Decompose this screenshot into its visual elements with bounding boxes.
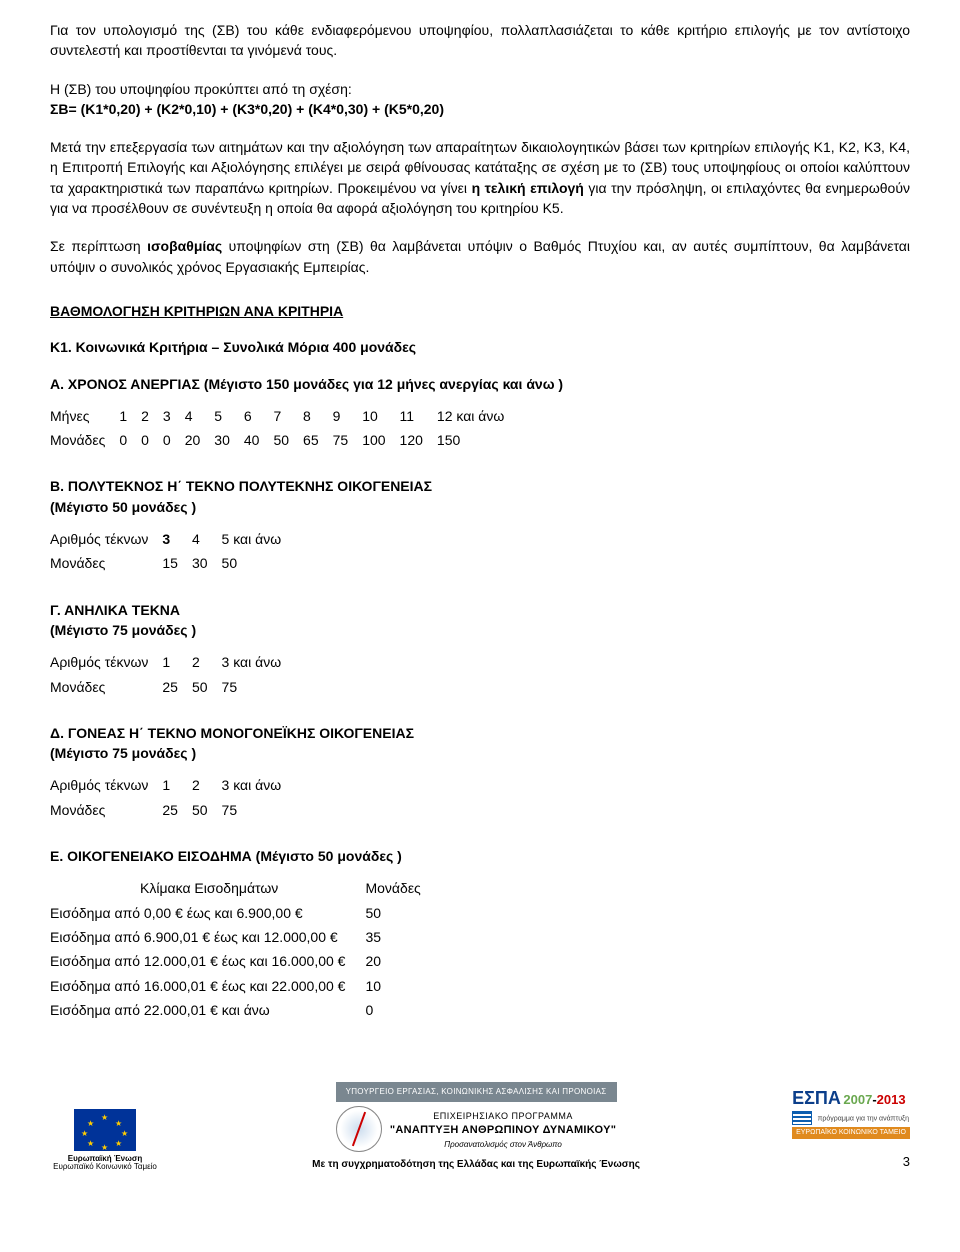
row-label: Μήνες bbox=[50, 404, 119, 428]
table-row: Αριθμός τέκνων 3 4 5 και άνω bbox=[50, 527, 295, 551]
section-e-heading: Ε. ΟΙΚΟΓΕΝΕΙΑΚΟ ΕΙΣΟΔΗΜΑ (Μέγιστο 50 μον… bbox=[50, 846, 910, 866]
table-row: Εισόδημα από 16.000,01 € έως και 22.000,… bbox=[50, 974, 435, 998]
table-row: Εισόδημα από 12.000,01 € έως και 16.000,… bbox=[50, 949, 435, 973]
espa-logo: ΕΣΠΑ 2007-2013 πρόγραμμα για την ανάπτυξ… bbox=[792, 1085, 910, 1139]
table-c: Αριθμός τέκνων 1 2 3 και άνω Μονάδες 25 … bbox=[50, 650, 295, 699]
cofunding-line: Με τη συγχρηματοδότηση της Ελλάδας και τ… bbox=[160, 1158, 792, 1173]
compass-icon bbox=[336, 1106, 382, 1152]
table-row: Μονάδες 0 0 0 20 30 40 50 65 75 100 120 … bbox=[50, 428, 518, 452]
table-e: Κλίμακα Εισοδημάτων Μονάδες Εισόδημα από… bbox=[50, 876, 435, 1022]
table-row: Μονάδες 25 50 75 bbox=[50, 798, 295, 822]
program-line-1: ΕΠΙΧΕΙΡΗΣΙΑΚΟ ΠΡΟΓΡΑΜΜΑ bbox=[390, 1110, 616, 1123]
program-line-3: Προσανατολισμός στον Άνθρωπο bbox=[390, 1139, 616, 1151]
table-b: Αριθμός τέκνων 3 4 5 και άνω Μονάδες 15 … bbox=[50, 527, 295, 576]
formula-intro: Η (ΣΒ) του υποψηφίου προκύπτει από τη σχ… bbox=[50, 81, 352, 97]
eu-caption-2: Ευρωπαϊκό Κοινωνικό Ταμείο bbox=[50, 1163, 160, 1172]
table-row: Μήνες 1 2 3 4 5 6 7 8 9 10 11 12 και άνω bbox=[50, 404, 518, 428]
p4-b: ισοβαθμίας bbox=[147, 238, 222, 254]
page-footer: ★ ★ ★ ★ ★ ★ ★ ★ Ευρωπαϊκή Ένωση Ευρωπαϊκ… bbox=[50, 1082, 910, 1192]
table-row: Μονάδες 25 50 75 bbox=[50, 675, 295, 699]
table-row: Εισόδημα από 0,00 € έως και 6.900,00 €50 bbox=[50, 901, 435, 925]
table-row: Εισόδημα από 6.900,01 € έως και 12.000,0… bbox=[50, 925, 435, 949]
eu-flag-icon: ★ ★ ★ ★ ★ ★ ★ ★ bbox=[74, 1109, 136, 1151]
page-number: 3 bbox=[792, 1153, 910, 1172]
table-a: Μήνες 1 2 3 4 5 6 7 8 9 10 11 12 και άνω… bbox=[50, 404, 518, 453]
intro-paragraph-1: Για τον υπολογισμό της (ΣΒ) του κάθε ενδ… bbox=[50, 20, 910, 61]
intro-paragraph-2: Η (ΣΒ) του υποψηφίου προκύπτει από τη σχ… bbox=[50, 79, 910, 120]
program-banner: ΥΠΟΥΡΓΕΙΟ ΕΡΓΑΣΙΑΣ, ΚΟΙΝΩΝΙΚΗΣ ΑΣΦΑΛΙΣΗΣ… bbox=[336, 1082, 617, 1152]
table-d: Αριθμός τέκνων 1 2 3 και άνω Μονάδες 25 … bbox=[50, 773, 295, 822]
ministry-bar: ΥΠΟΥΡΓΕΙΟ ΕΡΓΑΣΙΑΣ, ΚΟΙΝΩΝΙΚΗΣ ΑΣΦΑΛΙΣΗΣ… bbox=[336, 1082, 617, 1102]
p3-b: η τελική επιλογή bbox=[472, 180, 584, 196]
k1-heading: Κ1. Κοινωνικά Κριτήρια – Συνολικά Μόρια … bbox=[50, 337, 910, 357]
table-row: Αριθμός τέκνων 1 2 3 και άνω bbox=[50, 650, 295, 674]
formula: ΣΒ= (Κ1*0,20) + (Κ2*0,10) + (Κ3*0,20) + … bbox=[50, 101, 444, 117]
section-d-heading: Δ. ΓΟΝΕΑΣ Η΄ ΤΕΚΝΟ ΜΟΝΟΓΟΝΕΪΚΗΣ ΟΙΚΟΓΕΝΕ… bbox=[50, 723, 910, 764]
eu-logo: ★ ★ ★ ★ ★ ★ ★ ★ Ευρωπαϊκή Ένωση Ευρωπαϊκ… bbox=[50, 1109, 160, 1173]
greece-flag-icon bbox=[792, 1111, 812, 1125]
row-label: Μονάδες bbox=[50, 428, 119, 452]
table-row: Κλίμακα Εισοδημάτων Μονάδες bbox=[50, 876, 435, 900]
table-row: Αριθμός τέκνων 1 2 3 και άνω bbox=[50, 773, 295, 797]
p4-a: Σε περίπτωση bbox=[50, 238, 147, 254]
section-c-heading: Γ. ΑΝΗΛΙΚΑ ΤΕΚΝΑ (Μέγιστο 75 μονάδες ) bbox=[50, 600, 910, 641]
section-a-heading: Α. ΧΡΟΝΟΣ ΑΝΕΡΓΙΑΣ (Μέγιστο 150 μονάδες … bbox=[50, 374, 910, 394]
table-row: Εισόδημα από 22.000,01 € και άνω0 bbox=[50, 998, 435, 1022]
table-row: Μονάδες 15 30 50 bbox=[50, 551, 295, 575]
orange-bar: ΕΥΡΩΠΑΪΚΟ ΚΟΙΝΩΝΙΚΟ ΤΑΜΕΙΟ bbox=[792, 1127, 910, 1139]
grading-heading: ΒΑΘΜΟΛΟΓΗΣΗ ΚΡΙΤΗΡΙΩΝ ΑΝΑ ΚΡΙΤΗΡΙΑ bbox=[50, 301, 910, 321]
section-b-heading: Β. ΠΟΛΥΤΕΚΝΟΣ Η΄ ΤΕΚΝΟ ΠΟΛΥΤΕΚΝΗΣ ΟΙΚΟΓΕ… bbox=[50, 476, 910, 517]
intro-paragraph-4: Σε περίπτωση ισοβαθμίας υποψηφίων στη (Σ… bbox=[50, 236, 910, 277]
program-line-2: "ΑΝΑΠΤΥΞΗ ΑΝΘΡΩΠΙΝΟΥ ΔΥΝΑΜΙΚΟΥ" bbox=[390, 1123, 616, 1139]
intro-paragraph-3: Μετά την επεξεργασία των αιτημάτων και τ… bbox=[50, 137, 910, 218]
